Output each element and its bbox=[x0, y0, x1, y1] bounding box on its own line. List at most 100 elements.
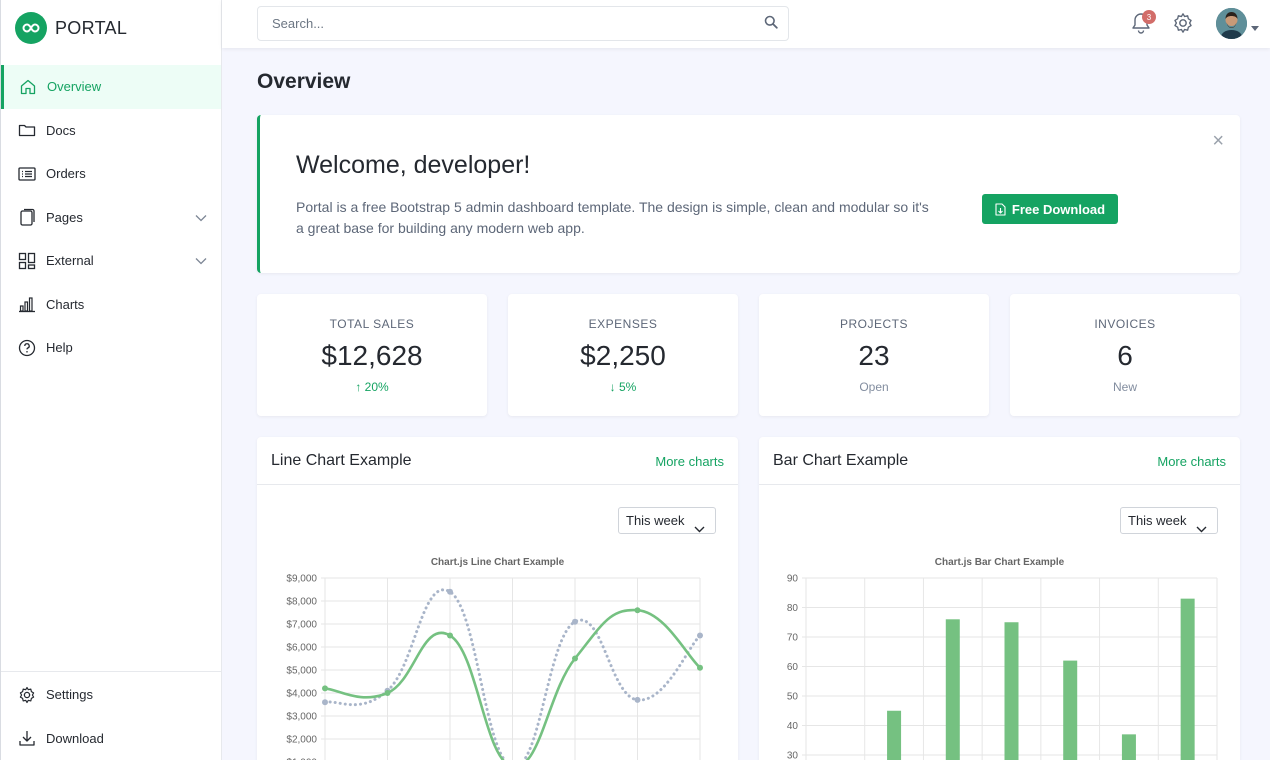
sidebar-item-label: Charts bbox=[46, 296, 85, 312]
folder-icon bbox=[17, 120, 37, 140]
sidebar-item-label: Orders bbox=[46, 166, 86, 182]
sidebar-item-docs[interactable]: Docs bbox=[1, 109, 221, 153]
data-point bbox=[572, 618, 578, 625]
chevron-down-icon[interactable] bbox=[195, 253, 207, 268]
card-title: Bar Chart Example bbox=[773, 452, 909, 469]
data-point bbox=[572, 655, 578, 662]
data-point bbox=[697, 632, 703, 639]
sidebar-item-label: External bbox=[46, 253, 94, 269]
top-header: 3 bbox=[222, 0, 1270, 48]
period-select[interactable]: This week bbox=[1120, 507, 1218, 534]
y-tick-label: $2,000 bbox=[286, 735, 317, 746]
series-line bbox=[323, 588, 702, 760]
bar bbox=[887, 710, 902, 760]
period-select-value: This week bbox=[1128, 513, 1187, 528]
stat-trend: ↓ 5% bbox=[609, 380, 637, 394]
sidebar-item-charts[interactable]: Charts bbox=[1, 283, 221, 327]
more-charts-link[interactable]: More charts bbox=[655, 454, 724, 469]
chevron-down-icon bbox=[694, 516, 705, 541]
period-select-value: This week bbox=[626, 513, 685, 528]
page-title: Overview bbox=[257, 70, 351, 93]
stat-sub: Open bbox=[859, 380, 889, 394]
portal-logo-icon bbox=[15, 12, 47, 44]
y-tick-label: 70 bbox=[787, 633, 799, 644]
bar bbox=[945, 619, 960, 760]
chevron-down-icon[interactable] bbox=[195, 210, 207, 225]
sidebar-item-settings[interactable]: Settings bbox=[1, 673, 221, 717]
line-chart-card: Line Chart Example More charts This week… bbox=[257, 437, 738, 760]
sidebar-item-label: Settings bbox=[46, 687, 93, 703]
welcome-text: Portal is a free Bootstrap 5 admin dashb… bbox=[296, 199, 929, 236]
y-tick-label: $5,000 bbox=[286, 666, 317, 677]
bar bbox=[1121, 734, 1136, 760]
stat-value: 6 bbox=[1117, 340, 1133, 371]
close-icon[interactable]: × bbox=[1212, 130, 1224, 152]
list-icon bbox=[17, 164, 37, 184]
more-charts-link[interactable]: More charts bbox=[1157, 454, 1226, 469]
data-point bbox=[447, 632, 453, 639]
download-icon bbox=[17, 728, 37, 748]
period-select[interactable]: This week bbox=[618, 507, 716, 534]
y-tick-label: $3,000 bbox=[286, 712, 317, 723]
y-tick-label: $1,000 bbox=[286, 758, 317, 760]
stat-value: $2,250 bbox=[580, 340, 666, 371]
search-input[interactable] bbox=[258, 7, 738, 40]
y-tick-label: 80 bbox=[787, 603, 799, 614]
sidebar-item-download[interactable]: Download bbox=[1, 717, 221, 760]
brand[interactable]: PORTAL bbox=[1, 0, 221, 56]
bar-chart-icon bbox=[17, 294, 37, 314]
bar-chart: 90 80 70 60 50 40 30 bbox=[787, 574, 1218, 760]
gear-icon bbox=[17, 685, 37, 705]
grid-icon bbox=[17, 251, 37, 271]
gear-icon[interactable] bbox=[1172, 12, 1194, 39]
free-download-button[interactable]: Free Download bbox=[982, 194, 1118, 224]
notification-badge: 3 bbox=[1142, 10, 1156, 24]
sidebar-item-overview[interactable]: Overview bbox=[1, 65, 221, 109]
stat-label: TOTAL SALES bbox=[329, 317, 415, 331]
chart-title: Chart.js Bar Chart Example bbox=[934, 557, 1065, 568]
sidebar-item-help[interactable]: Help bbox=[1, 326, 221, 370]
house-icon bbox=[18, 77, 38, 97]
sidebar-item-orders[interactable]: Orders bbox=[1, 152, 221, 196]
line-chart: $9,000 $8,000 $7,000 $6,000 $5,000 $4,000 $3,0… bbox=[286, 574, 703, 760]
chart-title: Chart.js Line Chart Example bbox=[430, 557, 565, 568]
stat-trend: ↑ 20% bbox=[355, 380, 389, 394]
stat-label: PROJECTS bbox=[839, 317, 908, 331]
stat-label: INVOICES bbox=[1094, 317, 1156, 331]
y-tick-label: $4,000 bbox=[286, 689, 317, 700]
search-box bbox=[257, 6, 789, 41]
sidebar-item-label: Download bbox=[46, 730, 104, 746]
card-header: Bar Chart Example More charts bbox=[759, 437, 1240, 485]
y-tick-label: $7,000 bbox=[286, 620, 317, 631]
y-tick-label: $8,000 bbox=[286, 597, 317, 608]
stat-card-total-sales[interactable]: TOTAL SALES $12,628 ↑ 20% bbox=[257, 294, 487, 416]
sidebar-item-label: Help bbox=[46, 340, 73, 356]
y-tick-label: 90 bbox=[787, 574, 799, 585]
chevron-down-icon bbox=[1196, 516, 1207, 541]
search-icon[interactable] bbox=[764, 15, 778, 34]
brand-name: PORTAL bbox=[55, 17, 128, 38]
bar bbox=[1004, 622, 1019, 760]
avatar[interactable] bbox=[1216, 8, 1247, 39]
sidebar-nav: Overview Docs Orders Pages bbox=[1, 65, 221, 370]
stat-card-projects[interactable]: PROJECTS 23 Open bbox=[759, 294, 989, 416]
sidebar-item-pages[interactable]: Pages bbox=[1, 196, 221, 240]
stat-sub: New bbox=[1112, 380, 1137, 394]
data-point bbox=[697, 664, 703, 671]
caret-down-icon[interactable] bbox=[1251, 18, 1259, 36]
stat-card-invoices[interactable]: INVOICES 6 New bbox=[1010, 294, 1240, 416]
sidebar-item-external[interactable]: External bbox=[1, 239, 221, 283]
files-icon bbox=[17, 207, 37, 227]
bar-chart-card: Bar Chart Example More charts This week … bbox=[759, 437, 1240, 760]
data-point bbox=[322, 685, 328, 692]
data-point bbox=[634, 696, 641, 703]
file-download-icon bbox=[995, 202, 1006, 216]
sidebar-item-label: Pages bbox=[46, 209, 83, 225]
data-point bbox=[322, 699, 328, 706]
y-tick-label: 50 bbox=[787, 692, 799, 703]
y-tick-label: $9,000 bbox=[286, 574, 317, 585]
stat-value: $12,628 bbox=[321, 340, 423, 371]
stat-card-expenses[interactable]: EXPENSES $2,250 ↓ 5% bbox=[508, 294, 738, 416]
welcome-banner: Welcome, developer! Portal is a free Boo… bbox=[257, 115, 1240, 273]
sidebar-footer: Settings Download bbox=[1, 671, 221, 760]
